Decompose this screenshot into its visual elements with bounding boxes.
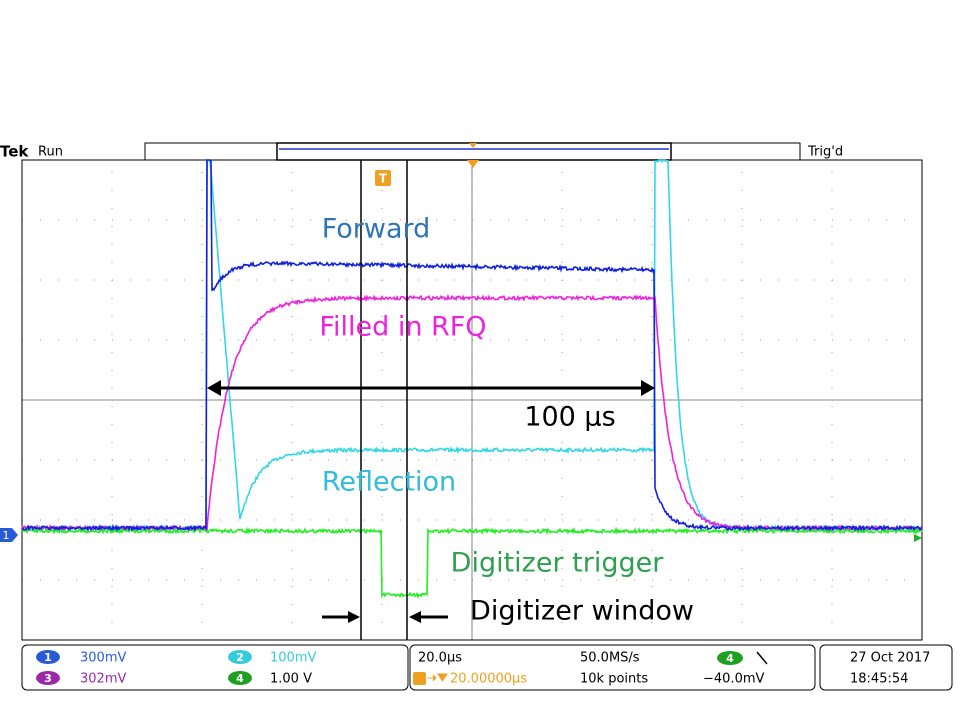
window-arrow-head: [409, 611, 421, 623]
brand: Tek: [0, 143, 29, 161]
trigger-delay: 20.00000μs: [450, 672, 527, 687]
channel-number: 2: [236, 651, 244, 664]
delay-arrow: [428, 673, 448, 682]
trigger-pos: [469, 143, 477, 148]
graticule: [22, 160, 922, 640]
forward-label: Forward: [322, 214, 431, 245]
channel-box: [21, 644, 409, 691]
date-box: [819, 644, 953, 691]
record-length: 10k points: [580, 672, 648, 687]
delay-icon: [413, 672, 426, 685]
channel-scale: 100mV: [270, 651, 316, 666]
channel-scale: 302mV: [80, 672, 126, 687]
slope-icon: [756, 651, 768, 665]
timebase: 20.0μs: [418, 651, 462, 666]
reflection-label: Reflection: [322, 467, 456, 498]
trigger-level: [914, 534, 922, 542]
traces: [21, 158, 923, 599]
time: 18:45:54: [850, 672, 908, 687]
window-arrow-head: [348, 611, 360, 623]
trigger-status: Trig'd: [807, 145, 843, 160]
channel-number: 4: [236, 672, 244, 685]
channel-number: 1: [44, 651, 52, 664]
trigger-channel: 4: [726, 652, 734, 665]
channel-scale: 1.00 V: [270, 672, 312, 687]
trigger-label: Digitizer trigger: [451, 548, 665, 579]
channel-badge: [36, 671, 60, 685]
width-label: 100 µs: [524, 402, 615, 433]
window-label: Digitizer window: [470, 596, 694, 627]
trig-channel-badge: [717, 651, 743, 665]
ch1-ground: [0, 528, 18, 542]
ch1-marker: 1: [3, 529, 10, 542]
trace: [21, 159, 923, 533]
trace: [21, 526, 923, 599]
run-state: Run: [38, 145, 63, 160]
timebase-box: [409, 644, 816, 691]
channel-badge: [228, 650, 252, 664]
sample-rate: 50.0MS/s: [580, 651, 640, 666]
filled-label: Filled in RFQ: [319, 312, 486, 343]
channel-badge: [228, 671, 252, 685]
channel-badge: [36, 650, 60, 664]
trigger-arrow: [467, 160, 479, 168]
channel-readouts: 1 300mV 3 302mV 2 100mV 4 1.00 V: [36, 650, 316, 687]
date: 27 Oct 2017: [850, 651, 930, 666]
channel-scale: 300mV: [80, 651, 126, 666]
trigger-icon: [375, 170, 391, 186]
trigger-marker: T: [379, 172, 388, 186]
trigger-level: −40.0mV: [703, 672, 765, 687]
channel-number: 3: [44, 672, 52, 685]
